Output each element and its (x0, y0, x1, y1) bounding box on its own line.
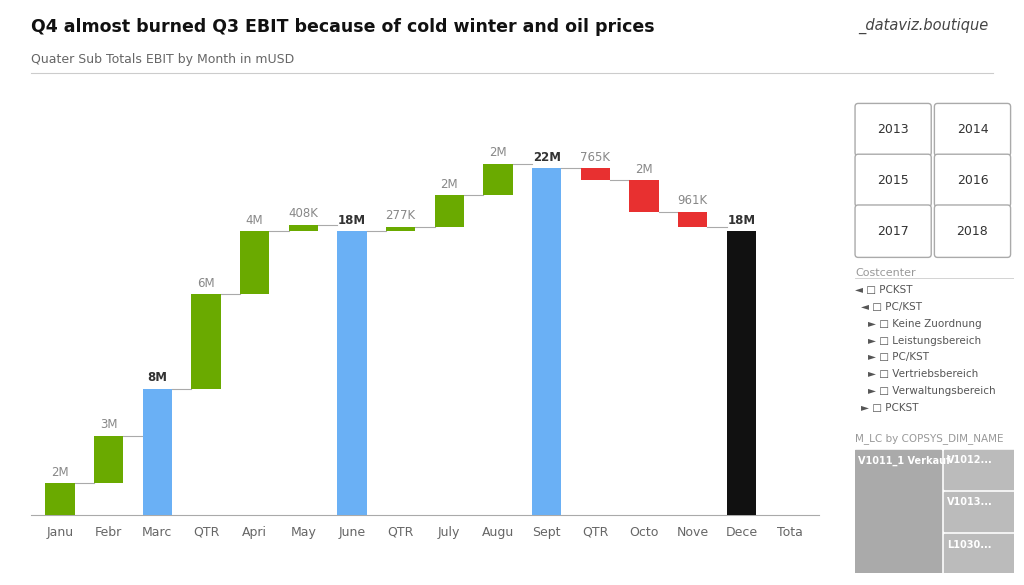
FancyBboxPatch shape (934, 104, 1011, 156)
Bar (483, 164, 513, 195)
Bar (191, 294, 220, 389)
Text: 8M: 8M (147, 371, 167, 384)
Bar (944, 450, 1014, 489)
Text: 408K: 408K (289, 207, 318, 220)
Text: 2016: 2016 (956, 174, 988, 187)
Text: 277K: 277K (386, 209, 416, 222)
FancyBboxPatch shape (855, 154, 931, 207)
Text: 2M: 2M (51, 466, 69, 479)
Text: ► □ Leistungsbereich: ► □ Leistungsbereich (867, 336, 981, 346)
Text: Quater Sub Totals EBIT by Month in mUSD: Quater Sub Totals EBIT by Month in mUSD (31, 53, 294, 66)
Text: 4M: 4M (246, 214, 263, 226)
Text: ► □ Vertriebsbereich: ► □ Vertriebsbereich (867, 369, 978, 379)
FancyBboxPatch shape (855, 104, 931, 156)
Text: 2M: 2M (489, 146, 507, 159)
FancyBboxPatch shape (934, 205, 1011, 257)
Text: V1013...: V1013... (947, 497, 993, 507)
Text: 6M: 6M (198, 277, 215, 290)
Bar (944, 492, 1014, 531)
Bar (240, 231, 269, 294)
Text: 2M: 2M (635, 163, 652, 176)
Text: 2017: 2017 (878, 225, 909, 238)
Text: ► □ Verwaltungsbereich: ► □ Verwaltungsbereich (867, 386, 995, 396)
Text: V1011_1 Verkauf: V1011_1 Verkauf (858, 455, 950, 466)
Text: ► □ PC/KST: ► □ PC/KST (867, 352, 929, 363)
Bar (630, 180, 658, 212)
Text: 2015: 2015 (878, 174, 909, 187)
Text: 18M: 18M (338, 214, 366, 226)
Text: 3M: 3M (100, 418, 118, 431)
Bar (435, 195, 464, 227)
Text: 2013: 2013 (878, 123, 909, 136)
Text: M_LC by COPSYS_DIM_NAME: M_LC by COPSYS_DIM_NAME (855, 433, 1004, 444)
Text: 2M: 2M (440, 178, 458, 191)
Text: 961K: 961K (678, 194, 708, 207)
Text: 18M: 18M (727, 214, 756, 226)
Bar (581, 168, 610, 180)
Text: ► □ Keine Zuordnung: ► □ Keine Zuordnung (867, 319, 981, 329)
Text: V1012...: V1012... (947, 455, 993, 465)
FancyBboxPatch shape (934, 154, 1011, 207)
Text: 765K: 765K (581, 150, 610, 164)
Bar (532, 168, 561, 515)
Bar (45, 483, 75, 515)
Text: Q4 almost burned Q3 EBIT because of cold winter and oil prices: Q4 almost burned Q3 EBIT because of cold… (31, 18, 654, 36)
Bar (678, 212, 708, 227)
Bar (337, 231, 367, 515)
Text: L1030...: L1030... (947, 539, 991, 549)
Bar (386, 227, 415, 231)
Bar (727, 231, 756, 515)
FancyBboxPatch shape (855, 205, 931, 257)
Text: Costcenter: Costcenter (855, 268, 915, 278)
Bar (142, 389, 172, 515)
Bar (855, 450, 941, 573)
Text: 2018: 2018 (956, 225, 988, 238)
Bar (944, 534, 1014, 573)
Bar (289, 225, 317, 231)
Bar (94, 436, 123, 483)
Text: ► □ PCKST: ► □ PCKST (861, 403, 919, 413)
Text: _dataviz.boutique: _dataviz.boutique (858, 18, 988, 34)
Text: 2014: 2014 (956, 123, 988, 136)
Text: ◄ □ PCKST: ◄ □ PCKST (855, 285, 912, 295)
Text: ◄ □ PC/KST: ◄ □ PC/KST (861, 302, 923, 312)
Text: 22M: 22M (532, 150, 560, 164)
